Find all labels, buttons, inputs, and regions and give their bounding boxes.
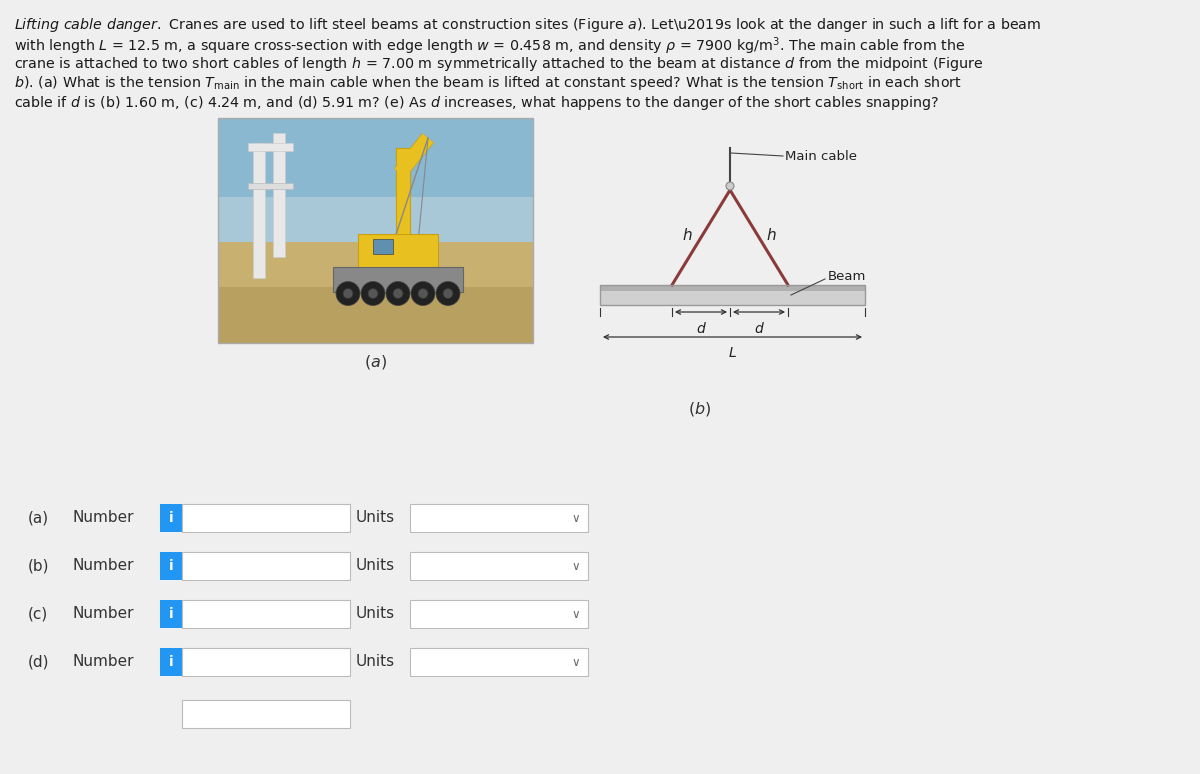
Bar bbox=[334, 266, 463, 292]
Text: Main cable: Main cable bbox=[785, 149, 857, 163]
Text: $d$: $d$ bbox=[696, 321, 707, 336]
Text: Units: Units bbox=[356, 559, 395, 574]
Text: i: i bbox=[169, 607, 173, 621]
Circle shape bbox=[410, 282, 436, 306]
Bar bbox=[182, 648, 350, 676]
Text: $\mathit{(a)}$: $\mathit{(a)}$ bbox=[364, 353, 386, 371]
Text: i: i bbox=[169, 559, 173, 573]
Text: Beam: Beam bbox=[828, 270, 866, 283]
Bar bbox=[410, 648, 588, 676]
Text: $\mathit{Lifting\ cable\ danger.}$ Cranes are used to lift steel beams at constr: $\mathit{Lifting\ cable\ danger.}$ Crane… bbox=[14, 16, 1042, 34]
Bar bbox=[410, 600, 588, 628]
Bar bbox=[248, 183, 293, 189]
Bar bbox=[182, 552, 350, 580]
Circle shape bbox=[368, 289, 378, 299]
Bar bbox=[358, 234, 438, 269]
Text: cable if $\mathit{d}$ is (b) 1.60 m, (c) 4.24 m, and (d) 5.91 m? (e) As $\mathit: cable if $\mathit{d}$ is (b) 1.60 m, (c)… bbox=[14, 94, 938, 112]
Text: (c): (c) bbox=[28, 607, 48, 622]
Circle shape bbox=[394, 289, 403, 299]
Text: Number: Number bbox=[72, 655, 133, 670]
Bar bbox=[182, 600, 350, 628]
Text: $h$: $h$ bbox=[682, 228, 692, 244]
Bar bbox=[600, 285, 865, 305]
Bar bbox=[218, 197, 533, 241]
Text: ∨: ∨ bbox=[571, 656, 581, 669]
Circle shape bbox=[386, 282, 410, 306]
Circle shape bbox=[343, 289, 353, 299]
Bar bbox=[396, 148, 410, 272]
Text: with length $\mathit{L}$ = 12.5 m, a square cross-section with edge length $\mat: with length $\mathit{L}$ = 12.5 m, a squ… bbox=[14, 36, 965, 57]
Text: ∨: ∨ bbox=[571, 560, 581, 573]
Text: $L$: $L$ bbox=[728, 346, 737, 360]
Bar bbox=[600, 285, 865, 291]
Bar bbox=[182, 504, 350, 532]
Circle shape bbox=[726, 182, 734, 190]
Text: (a): (a) bbox=[28, 511, 49, 526]
Text: Number: Number bbox=[72, 511, 133, 526]
Circle shape bbox=[436, 282, 460, 306]
Bar bbox=[218, 118, 533, 343]
Text: (b): (b) bbox=[28, 559, 49, 574]
Bar bbox=[160, 552, 182, 580]
Text: (d): (d) bbox=[28, 655, 49, 670]
Bar bbox=[160, 600, 182, 628]
Circle shape bbox=[418, 289, 428, 299]
Text: Number: Number bbox=[72, 559, 133, 574]
Text: $h$: $h$ bbox=[766, 228, 776, 244]
Text: Units: Units bbox=[356, 511, 395, 526]
Bar bbox=[600, 291, 865, 305]
Text: i: i bbox=[169, 655, 173, 669]
Bar bbox=[218, 286, 533, 343]
Bar bbox=[182, 700, 350, 728]
Circle shape bbox=[336, 282, 360, 306]
Bar bbox=[253, 143, 265, 278]
Text: Units: Units bbox=[356, 655, 395, 670]
Text: $d$: $d$ bbox=[754, 321, 764, 336]
Circle shape bbox=[443, 289, 454, 299]
Text: $\mathit{b}$). (a) What is the tension $T_\mathrm{main}$ in the main cable when : $\mathit{b}$). (a) What is the tension $… bbox=[14, 74, 962, 93]
Bar bbox=[218, 118, 533, 241]
Text: crane is attached to two short cables of length $\mathit{h}$ = 7.00 m symmetrica: crane is attached to two short cables of… bbox=[14, 55, 984, 73]
Bar bbox=[160, 504, 182, 532]
Text: Units: Units bbox=[356, 607, 395, 622]
Bar bbox=[160, 648, 182, 676]
Bar bbox=[274, 133, 286, 257]
Bar bbox=[373, 238, 394, 254]
Bar bbox=[410, 504, 588, 532]
Text: ∨: ∨ bbox=[571, 608, 581, 621]
Text: $\mathit{(b)}$: $\mathit{(b)}$ bbox=[689, 400, 712, 418]
Text: ∨: ∨ bbox=[571, 512, 581, 525]
Circle shape bbox=[361, 282, 385, 306]
Text: i: i bbox=[169, 511, 173, 525]
Bar bbox=[410, 552, 588, 580]
Bar bbox=[218, 241, 533, 343]
Text: Number: Number bbox=[72, 607, 133, 622]
Bar bbox=[248, 143, 293, 151]
